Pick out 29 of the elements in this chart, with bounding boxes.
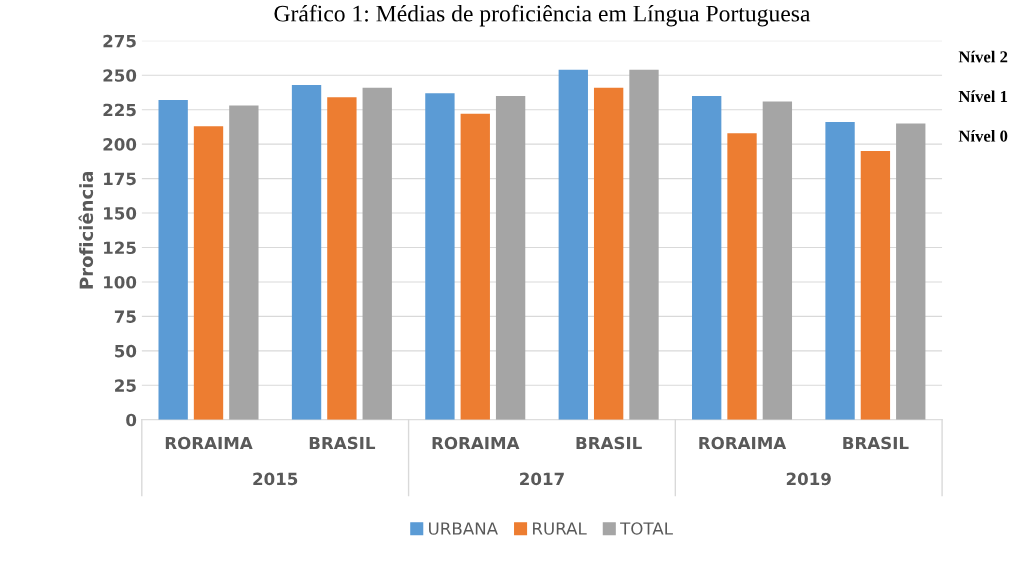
chart-title: Gráfico 1: Médias de proficiência em Língua Portuguesa — [274, 4, 811, 27]
text: Nível 0 — [958, 130, 1008, 142]
y-tick-label: 100 — [104, 275, 137, 289]
y-tick-label: 250 — [103, 69, 137, 82]
legend-label: RURAL — [533, 522, 587, 535]
legend-label: URBANA — [429, 522, 498, 535]
x-tick-label: BRASIL — [309, 436, 376, 450]
y-tick-label: 175 — [104, 172, 136, 186]
x-tick-label: BRASIL — [843, 436, 909, 450]
y-tick-label: 50 — [115, 344, 137, 358]
y-tick-label: 75 — [114, 310, 136, 323]
y-tick-label: 25 — [115, 379, 136, 392]
y-tick-label: 200 — [103, 138, 137, 151]
y-tick-label: 0 — [126, 413, 137, 427]
text: Nível 1 — [958, 90, 1008, 103]
x-tick-label: RORAIMA — [432, 436, 520, 450]
y-axis-title: Proficiência — [78, 171, 94, 289]
y-tick-label: 225 — [103, 103, 136, 117]
text: 2019 — [786, 472, 831, 486]
legend-label: TOTAL — [620, 522, 673, 535]
text: 2015 — [253, 472, 298, 486]
text: Nível 2 — [958, 50, 1008, 63]
x-tick-label: RORAIMA — [699, 436, 787, 450]
y-tick-label: 150 — [104, 207, 137, 220]
x-tick-label: RORAIMA — [165, 436, 253, 450]
x-tick-label: BRASIL — [576, 436, 642, 450]
text: 2017 — [520, 472, 564, 486]
y-tick-label: 275 — [103, 34, 136, 48]
y-tick-label: 125 — [104, 241, 136, 255]
